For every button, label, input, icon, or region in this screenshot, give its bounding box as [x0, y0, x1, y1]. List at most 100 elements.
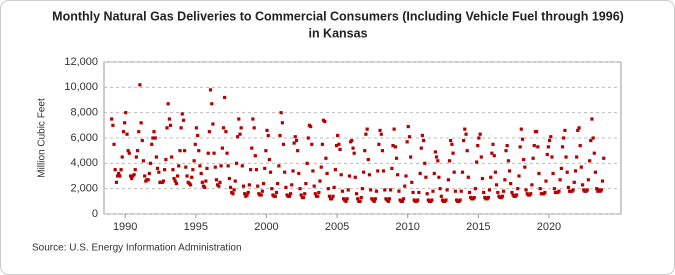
data-point: [200, 180, 204, 184]
data-point: [397, 189, 401, 193]
data-point: [162, 168, 167, 172]
data-point: [279, 111, 283, 115]
data-point: [402, 197, 406, 201]
data-point: [318, 179, 322, 183]
data-point: [551, 171, 555, 176]
data-point: [405, 140, 409, 144]
data-point: [141, 159, 146, 163]
data-point: [516, 187, 520, 191]
data-point: [447, 159, 452, 163]
data-point: [263, 166, 267, 170]
data-point: [591, 136, 595, 140]
data-point: [338, 147, 342, 151]
data-point: [204, 179, 208, 183]
data-point: [560, 145, 565, 149]
data-point: [364, 132, 368, 136]
data-point: [240, 164, 244, 168]
data-point: [309, 125, 313, 129]
data-point: [293, 135, 297, 139]
data-point: [346, 188, 350, 192]
data-point: [136, 149, 140, 153]
data-point: [173, 179, 177, 183]
data-point: [214, 178, 219, 182]
data-point: [226, 164, 230, 168]
data-point: [449, 138, 453, 143]
data-point: [147, 171, 151, 176]
data-point: [410, 180, 414, 184]
data-point: [311, 169, 315, 173]
data-point: [306, 136, 310, 140]
data-point: [347, 174, 352, 178]
data-point: [389, 188, 393, 192]
data-point: [566, 185, 571, 189]
data-point: [400, 199, 405, 203]
data-point: [478, 132, 482, 136]
data-point: [586, 178, 590, 182]
data-point: [297, 171, 301, 176]
data-point: [407, 135, 412, 139]
data-point: [578, 144, 582, 148]
data-point: [394, 156, 399, 160]
data-point: [367, 173, 372, 177]
data-point: [505, 144, 509, 148]
data-point: [301, 195, 306, 200]
data-point: [352, 151, 356, 155]
data-point: [350, 138, 354, 143]
data-point: [509, 182, 513, 186]
data-point: [237, 117, 241, 121]
data-point: [184, 165, 188, 169]
data-point: [356, 197, 360, 201]
data-point: [290, 183, 294, 187]
data-point: [372, 199, 376, 203]
data-point: [537, 171, 541, 176]
data-point: [431, 189, 435, 193]
data-point: [148, 161, 153, 165]
data-point: [224, 130, 228, 134]
y-tick-label: 4,000: [70, 157, 98, 169]
data-point: [460, 170, 465, 174]
data-point: [143, 174, 147, 178]
data-point: [411, 190, 415, 195]
y-axis-label: Million Cubic Feet: [37, 98, 48, 178]
data-point: [305, 161, 309, 165]
data-point: [522, 157, 526, 162]
data-point: [344, 199, 348, 203]
data-point: [254, 168, 259, 172]
data-point: [291, 169, 295, 173]
data-point: [152, 130, 156, 134]
data-point: [517, 174, 521, 178]
data-point: [406, 125, 410, 129]
data-point: [190, 175, 194, 179]
source-note: Source: U.S. Energy Information Administ…: [32, 243, 242, 254]
data-point: [600, 179, 605, 183]
data-point: [564, 155, 568, 159]
data-point: [351, 146, 355, 150]
data-point: [221, 126, 226, 130]
data-point: [580, 183, 585, 187]
data-point: [475, 160, 479, 164]
data-point: [276, 182, 280, 186]
data-point: [304, 182, 308, 186]
data-point: [486, 195, 490, 200]
data-point: [260, 189, 264, 193]
data-point: [504, 149, 508, 153]
data-point: [378, 128, 382, 132]
data-point: [324, 156, 328, 160]
data-point: [444, 198, 448, 202]
data-point: [546, 145, 550, 149]
data-point: [312, 184, 316, 188]
data-point: [473, 187, 477, 191]
data-point: [558, 178, 562, 182]
data-point: [118, 174, 122, 178]
data-point: [333, 168, 337, 172]
data-point: [550, 155, 554, 159]
data-point: [563, 128, 567, 132]
data-point: [500, 194, 505, 198]
data-point: [206, 151, 210, 155]
data-point: [433, 150, 437, 154]
data-point: [376, 169, 380, 173]
data-point: [543, 190, 547, 195]
data-point: [380, 149, 385, 153]
data-point: [292, 141, 296, 145]
